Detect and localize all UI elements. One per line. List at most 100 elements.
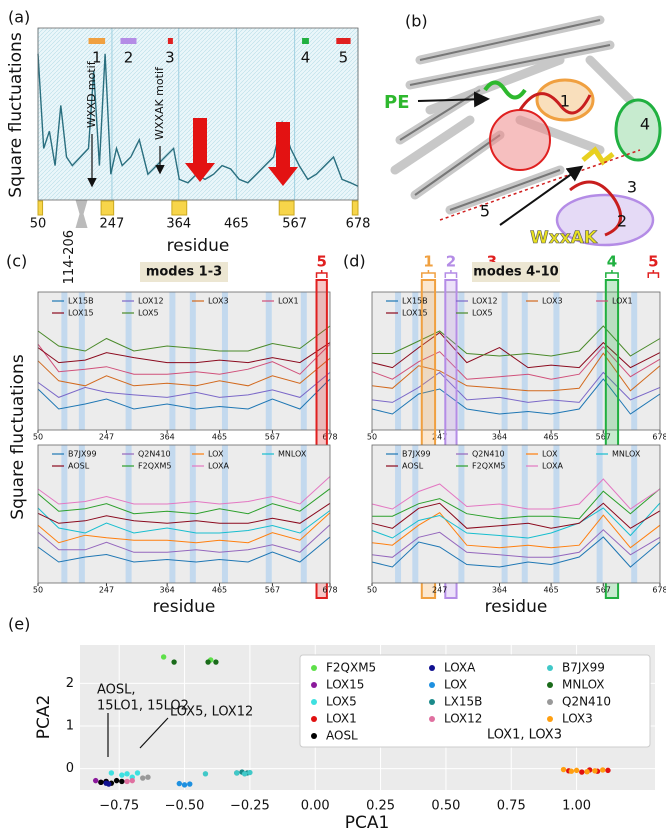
legend-marker [429,699,435,705]
region-bar [88,38,106,44]
x-tick-label: 364 [160,433,175,442]
legend-label: B7JX99 [68,450,97,459]
region-label: 1 [423,253,433,271]
region-bracket [605,270,619,278]
annotation: LOX1, LOX3 [487,728,562,743]
legend-marker [429,682,435,688]
x-tick-label: 567 [596,433,611,442]
legend-label: LOX15 [402,309,428,318]
x-tick-label: 247 [432,586,447,595]
legend-label: LX15B [402,297,428,306]
x-tick-label: 50 [367,433,377,442]
legend-label: LOX5 [138,309,159,318]
shading-band [169,445,176,583]
region-bar [336,38,351,44]
point [181,782,188,788]
line [371,502,661,529]
protein-illustration [390,15,662,247]
segment [351,200,359,216]
panel-label: (a) [8,8,30,27]
annotation: LOX5, LOX12 [170,705,253,720]
point [176,780,183,787]
shading-band [189,445,196,583]
region-bar [302,38,309,44]
y-axis-label: PCA2 [34,695,54,740]
annotation: 15LO1, 15LO2 [97,699,189,714]
legend-label: LOXA [542,462,563,471]
shading-band [412,445,419,583]
x-axis-label: residue [153,597,216,617]
x-tick-label: 678 [322,586,337,595]
legend-label: LOX [444,678,467,692]
legend-label: F2QXM5 [326,661,376,675]
point [98,779,104,786]
y-tick-label: 2 [66,676,74,691]
point [584,768,590,775]
region-label: 4 [301,49,311,67]
shading-band [125,445,132,583]
panel-label: (d) [343,252,366,271]
panel-label: (e) [8,615,30,634]
x-tick-label: 465 [212,586,227,595]
line [371,371,661,403]
line [372,325,661,357]
legend-label: LOX15 [68,309,94,318]
line [37,378,331,410]
line [37,476,331,505]
legend-label: LOXA [444,661,476,675]
x-tick-label: 247 [99,433,114,442]
point [579,769,585,775]
line [37,342,331,364]
shading-band [596,445,603,583]
line [371,502,661,539]
legend-label: LOX1 [278,297,299,306]
x-tick-label: 0.25 [366,799,395,814]
x-tick-label: 364 [492,586,507,595]
line [371,345,661,380]
shading-band [521,445,528,583]
highlight-arrow [268,122,298,186]
legend-label: AOSL [326,729,358,743]
region-label: 1 [92,49,102,67]
x-tick-label: 0.00 [301,799,330,814]
x-tick-label: 247 [99,586,114,595]
shading-band [395,292,402,430]
x-tick-label: −0.25 [230,799,270,814]
line [371,331,661,369]
legend-label: LOX3 [562,712,593,726]
x-tick-label: 567 [282,217,307,232]
x-tick-label: 364 [492,433,507,442]
line [37,357,331,387]
point [592,768,598,774]
pe-label: PE [384,92,410,113]
title-background [472,262,560,282]
legend-label: MNLOX [612,450,641,459]
plot-frame [371,291,661,431]
shading-band [265,292,272,430]
point [600,767,606,773]
line [37,502,331,524]
plot-background [38,445,330,583]
point [187,781,193,787]
point [124,771,130,777]
panel-label: (c) [6,252,27,271]
shading-band [169,292,176,430]
point [113,777,120,784]
region-bracket [421,270,436,278]
y-tick-label: 1 [66,719,74,734]
point [202,771,209,777]
legend-label: B7JX99 [562,661,605,675]
motif-label: WxxAK [530,228,598,248]
legend-label: LOX [542,450,558,459]
highlight-arrow [185,118,215,182]
legend-label: B7JX99 [402,450,431,459]
annotation: WXXD motif [85,60,98,128]
point [108,770,115,776]
shading-band [631,292,638,430]
line [372,488,661,520]
legend-label: F2QXM5 [472,462,505,471]
point [140,775,146,781]
x-axis-label: residue [167,236,230,256]
axis-break [75,200,88,228]
point [160,654,167,660]
